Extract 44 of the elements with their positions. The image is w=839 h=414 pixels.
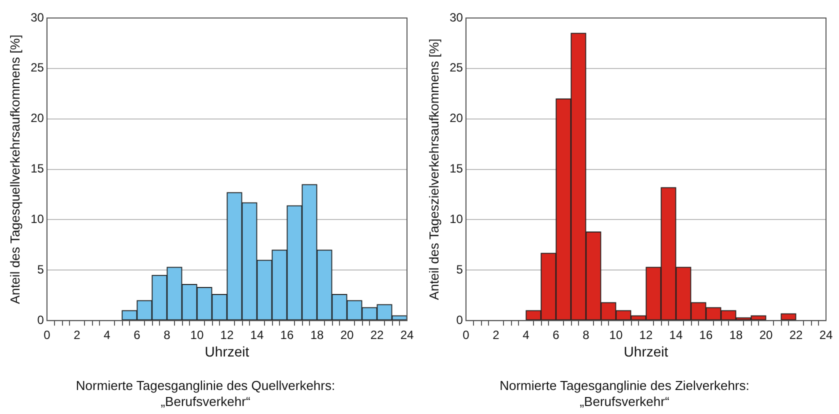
y-axis-title: Anteil des Tagesquellverkehrsaufkommens [%] <box>7 34 22 304</box>
x-tick-label: 20 <box>340 328 354 342</box>
y-tick-label: 15 <box>450 162 464 176</box>
y-tick-label: 10 <box>450 212 464 226</box>
x-tick-label: 16 <box>699 328 713 342</box>
y-tick-label: 25 <box>30 60 44 75</box>
x-tick-label: 10 <box>609 328 623 342</box>
x-tick-label: 20 <box>759 328 773 342</box>
y-tick-label: 20 <box>450 111 464 126</box>
y-tick-label: 20 <box>30 111 44 126</box>
y-tick-label: 5 <box>456 262 464 276</box>
text: Normierte Tagesganglinie des Zielverkehrs: „Berufsverkehr“ <box>500 378 750 409</box>
x-tick-label: 24 <box>400 328 414 342</box>
x-tick-label: 22 <box>370 328 384 342</box>
y-axis-title: Anteil des Tageszielverkehrsaufkommens [%] <box>426 38 442 300</box>
x-tick-label: 2 <box>492 328 500 342</box>
x-axis-title: Uhrzeit <box>204 343 250 360</box>
x-tick-label: 22 <box>789 328 803 342</box>
y-tick-label: 30 <box>450 10 464 24</box>
x-tick-label: 18 <box>310 328 324 342</box>
y-tick-label: 5 <box>37 262 44 276</box>
x-axis-title: Uhrzeit <box>624 343 668 360</box>
x-tick-label: 4 <box>522 328 530 342</box>
x-tick-label: 12 <box>220 328 234 342</box>
x-tick-label: 6 <box>552 328 560 342</box>
y-tick-label: 30 <box>30 10 44 24</box>
x-tick-label: 12 <box>639 328 653 342</box>
x-tick-label: 10 <box>190 328 204 342</box>
x-tick-label: 6 <box>134 328 141 342</box>
x-tick-label: 14 <box>250 328 264 342</box>
x-tick-label: 2 <box>74 328 81 342</box>
y-tick-label: 25 <box>450 60 464 75</box>
y-tick-label: 15 <box>30 162 44 176</box>
x-tick-label: 4 <box>104 328 111 342</box>
x-tick-label: 16 <box>280 328 294 342</box>
x-tick-label: 18 <box>729 328 743 342</box>
text: Normierte Tagesganglinie des Quellverkehrs: „Berufsverkehr“ <box>76 378 336 409</box>
y-tick-label: 10 <box>30 212 44 226</box>
x-tick-label: 8 <box>164 328 171 342</box>
y-tick-label: 0 <box>456 312 464 327</box>
y-tick-label: 0 <box>37 312 44 327</box>
x-tick-label: 14 <box>669 328 683 342</box>
x-tick-label: 8 <box>582 328 590 342</box>
x-tick-label: 24 <box>819 328 833 342</box>
